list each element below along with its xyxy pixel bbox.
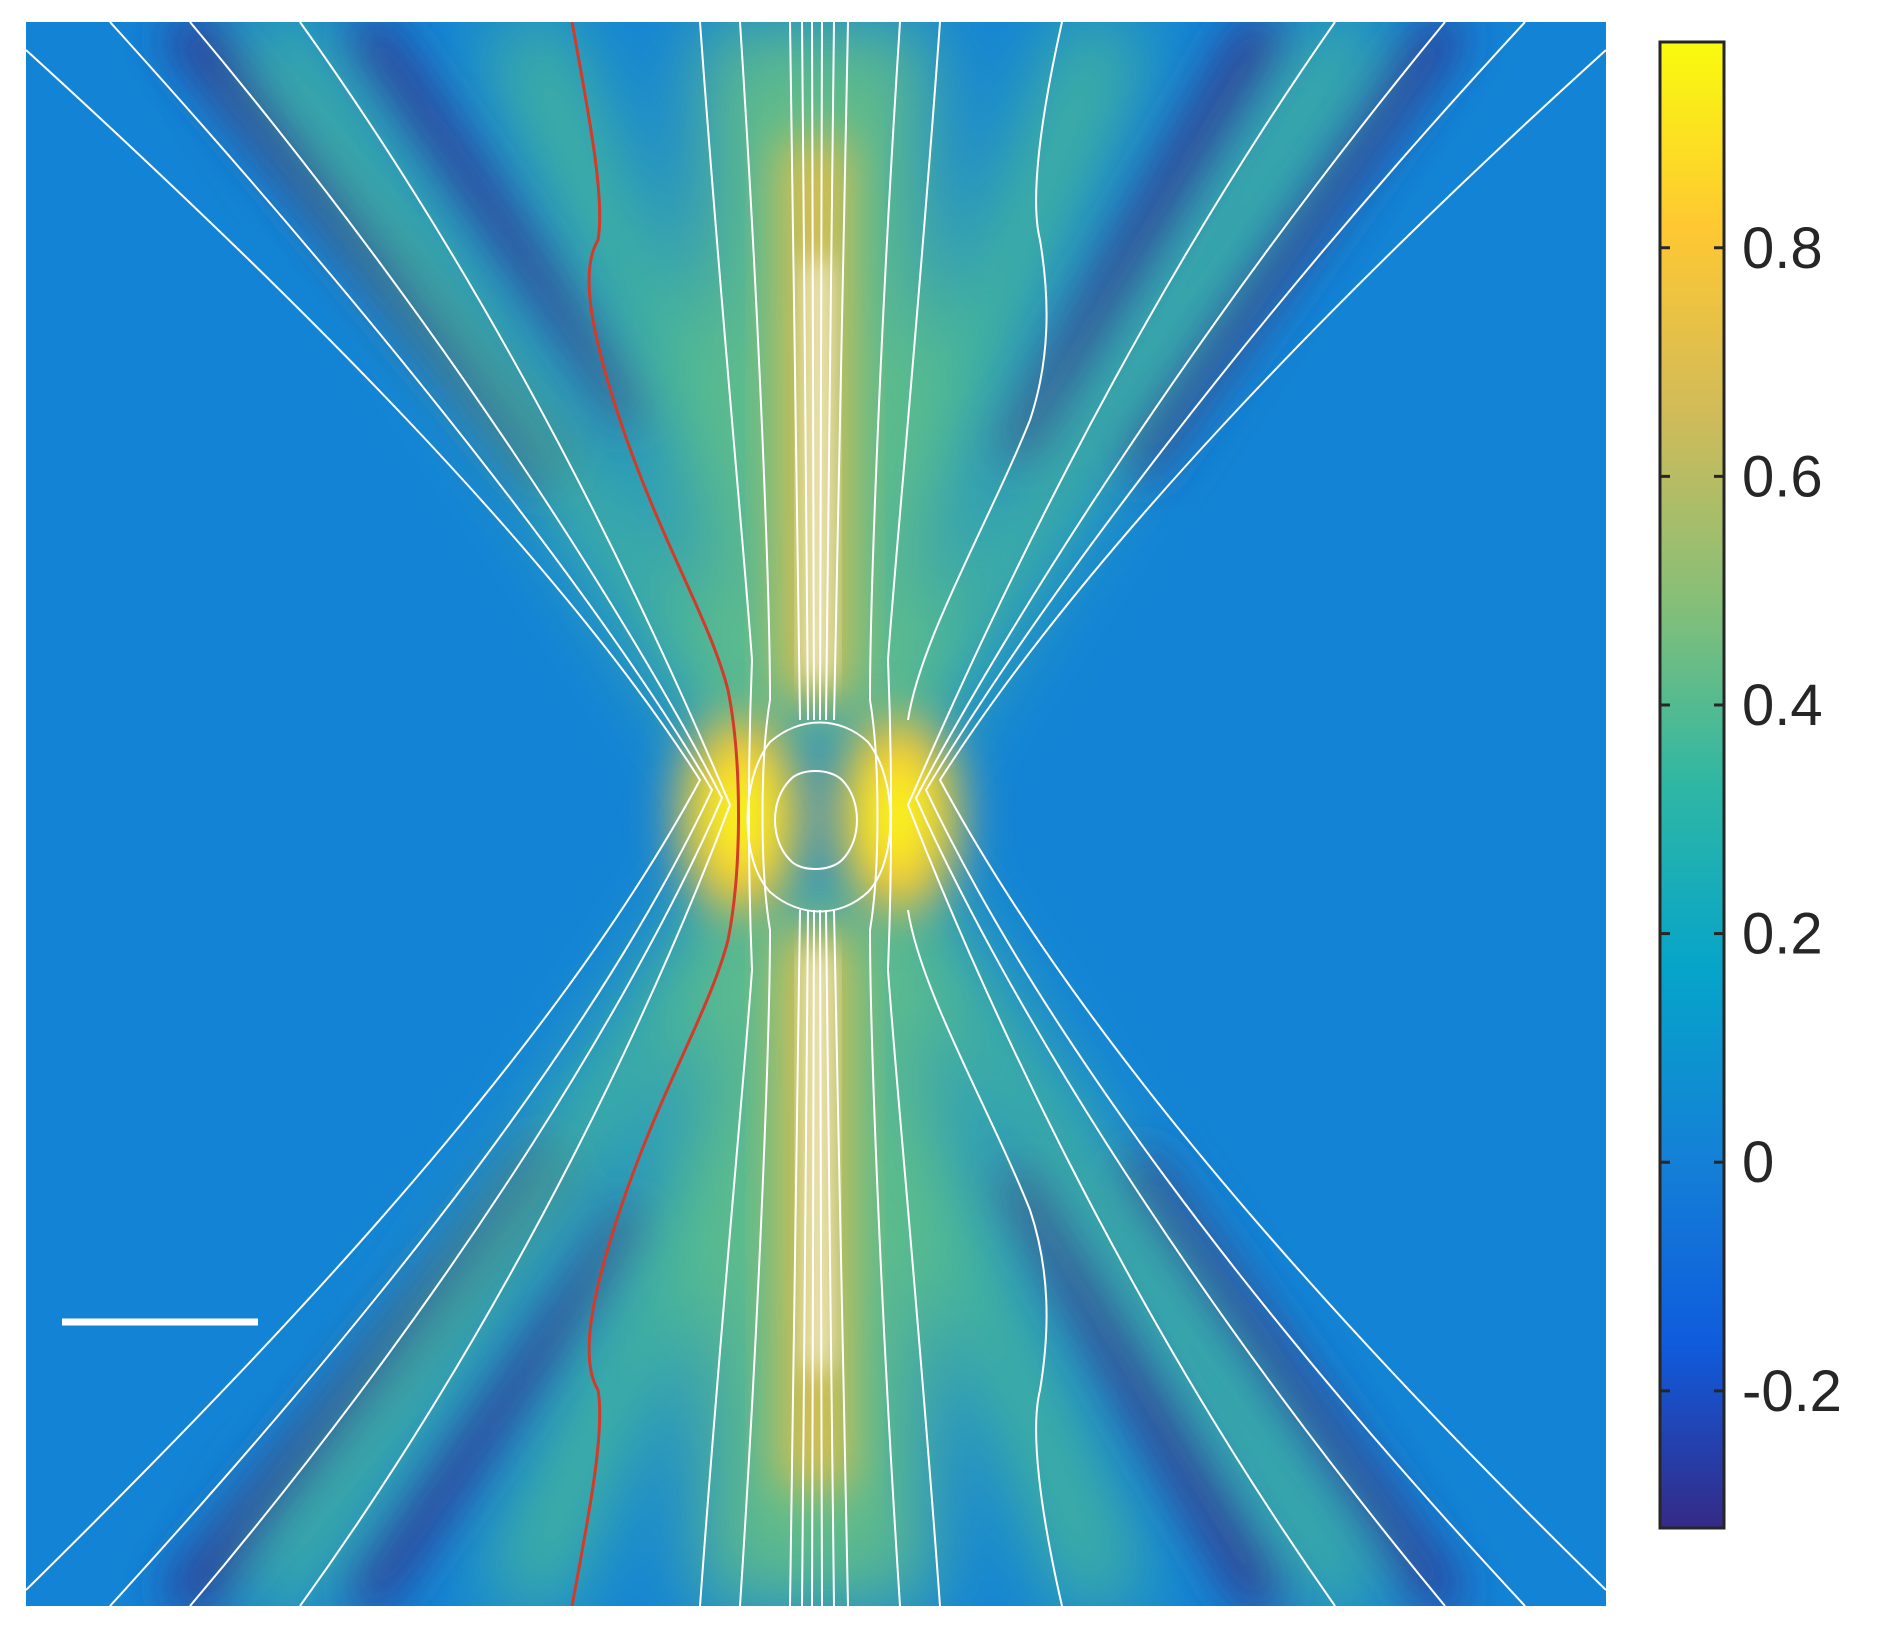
green-band-lr bbox=[850, 850, 1390, 1606]
streamline bbox=[789, 22, 801, 721]
streamline bbox=[924, 22, 1526, 1606]
streamlines bbox=[26, 22, 1606, 1606]
green-band-ur bbox=[850, 22, 1390, 780]
streamline bbox=[109, 22, 714, 1606]
dark-band-lower-right bbox=[989, 1157, 1291, 1606]
streamline bbox=[907, 22, 1063, 721]
streamline-loop bbox=[746, 721, 892, 913]
dark-band-lower-left-2 bbox=[343, 1198, 657, 1606]
hotspot-right-core bbox=[872, 763, 924, 867]
streamline bbox=[26, 49, 702, 1591]
colorbar-frame bbox=[1658, 40, 1726, 1530]
dark-band-upper-left-2 bbox=[343, 22, 657, 432]
colorbar-tick-label: 0.4 bbox=[1742, 673, 1823, 738]
colorbar: 0.8 0.6 0.4 0.2 0 -0.2 bbox=[1658, 40, 1842, 1530]
streamline bbox=[699, 22, 754, 1606]
streamline bbox=[819, 909, 823, 1606]
streamline bbox=[789, 909, 801, 1606]
colorbar-ticks: 0.8 0.6 0.4 0.2 0 -0.2 bbox=[1660, 216, 1842, 1424]
dark-band-upper-right bbox=[989, 22, 1291, 473]
streamline bbox=[811, 909, 815, 1606]
streamline bbox=[914, 22, 1446, 1606]
colorbar-tick-label: 0.8 bbox=[1742, 216, 1823, 281]
green-band-ul bbox=[231, 22, 789, 780]
streamline bbox=[299, 22, 732, 1606]
green-band-ll bbox=[231, 850, 789, 1606]
streamline bbox=[825, 22, 835, 721]
central-column-peak-lower bbox=[806, 950, 830, 1370]
streamline bbox=[819, 22, 823, 721]
streamline-loop bbox=[774, 770, 858, 870]
streamline bbox=[189, 22, 724, 1606]
streamline bbox=[906, 22, 1336, 1606]
streamline bbox=[811, 22, 815, 721]
colorbar-tick-label: 0.6 bbox=[1742, 444, 1823, 509]
streamline bbox=[938, 49, 1606, 1591]
streamline bbox=[868, 22, 901, 1606]
streamline bbox=[907, 909, 1063, 1606]
streamline bbox=[739, 22, 772, 1606]
streamline bbox=[833, 22, 849, 721]
central-column-peak-upper bbox=[806, 260, 830, 680]
streamline bbox=[801, 909, 809, 1606]
dark-band-upper-right-2 bbox=[1113, 22, 1467, 482]
colorbar-tick-label: -0.2 bbox=[1742, 1359, 1842, 1424]
streamline bbox=[825, 909, 835, 1606]
heatmap-plot bbox=[26, 22, 1606, 1606]
dark-band-lower-right-2 bbox=[1113, 1148, 1467, 1606]
streamline bbox=[801, 22, 809, 721]
streamline bbox=[833, 909, 849, 1606]
colorbar-tick-label: 0 bbox=[1742, 1130, 1774, 1195]
colorbar-fill bbox=[1660, 42, 1724, 1528]
highlight-field-line bbox=[570, 22, 740, 1606]
colorbar-tick-label: 0.2 bbox=[1742, 902, 1823, 967]
